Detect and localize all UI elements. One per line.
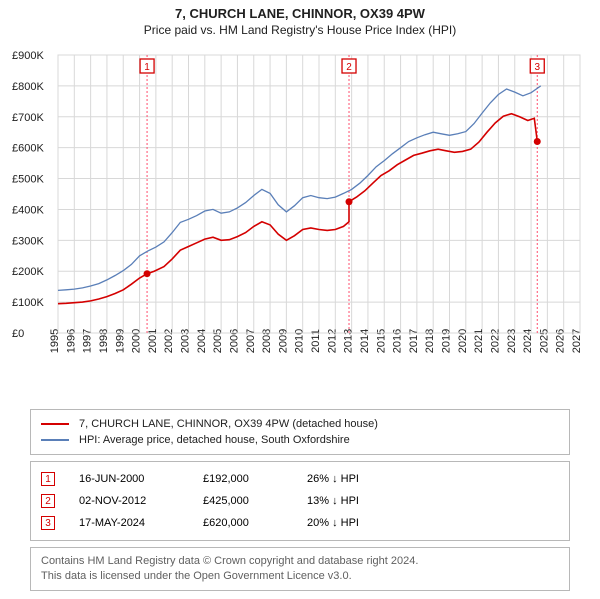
x-tick-label: 2026 xyxy=(555,329,567,353)
transaction-price: £425,000 xyxy=(203,495,283,507)
x-tick-label: 2025 xyxy=(538,329,550,353)
figure-header: 7, CHURCH LANE, CHINNOR, OX39 4PW Price … xyxy=(0,0,600,39)
chart-legend: 7, CHURCH LANE, CHINNOR, OX39 4PW (detac… xyxy=(30,409,570,455)
transaction-marker-num: 3 xyxy=(534,62,540,73)
legend-swatch xyxy=(41,439,69,441)
transaction-hpi: 20% ↓ HPI xyxy=(307,517,397,529)
x-tick-label: 2002 xyxy=(163,329,175,353)
transaction-row-marker: 2 xyxy=(41,494,55,508)
x-tick-label: 2018 xyxy=(424,329,436,353)
x-tick-label: 2008 xyxy=(261,329,273,353)
x-tick-label: 2023 xyxy=(506,329,518,353)
x-tick-label: 2005 xyxy=(212,329,224,353)
chart-area: £0 £100K £200K £300K £400K £500K £600K £700K £80… xyxy=(0,39,600,403)
x-tick-label: 2015 xyxy=(375,329,387,353)
y-tick-label: £100K xyxy=(12,297,44,309)
transaction-dot xyxy=(144,270,151,277)
x-tick-label: 2021 xyxy=(473,329,485,353)
transaction-hpi: 26% ↓ HPI xyxy=(307,473,397,485)
y-tick-label: £500K xyxy=(12,174,44,186)
transaction-hpi: 13% ↓ HPI xyxy=(307,495,397,507)
x-tick-label: 2003 xyxy=(180,329,192,353)
line-chart: £0 £100K £200K £300K £400K £500K £600K £700K £80… xyxy=(10,43,590,403)
x-tick-label: 2016 xyxy=(392,329,404,353)
legend-row: HPI: Average price, detached house, Sout… xyxy=(41,432,559,448)
figure-subtitle: Price paid vs. HM Land Registry's House … xyxy=(0,23,600,37)
transaction-dot xyxy=(346,198,353,205)
copyright-line-1: Contains HM Land Registry data © Crown c… xyxy=(41,554,559,569)
y-tick-label: £800K xyxy=(12,81,44,93)
transaction-row: 1 16-JUN-2000 £192,000 26% ↓ HPI xyxy=(41,468,559,490)
transaction-row: 3 17-MAY-2024 £620,000 20% ↓ HPI xyxy=(41,512,559,534)
transaction-price: £192,000 xyxy=(203,473,283,485)
legend-swatch xyxy=(41,423,69,425)
x-tick-label: 2014 xyxy=(359,329,371,353)
x-tick-label: 2004 xyxy=(196,329,208,353)
x-tick-label: 2001 xyxy=(147,329,159,353)
y-tick-label: £300K xyxy=(12,235,44,247)
y-tick-label: £700K xyxy=(12,112,44,124)
x-tick-label: 2027 xyxy=(571,329,583,353)
transaction-row: 2 02-NOV-2012 £425,000 13% ↓ HPI xyxy=(41,490,559,512)
transaction-date: 02-NOV-2012 xyxy=(79,495,179,507)
x-tick-label: 2019 xyxy=(441,329,453,353)
copyright-line-2: This data is licensed under the Open Gov… xyxy=(41,569,559,584)
y-tick-label: £0 xyxy=(12,328,24,340)
legend-label: HPI: Average price, detached house, Sout… xyxy=(79,434,350,446)
y-tick-label: £200K xyxy=(12,266,44,278)
x-tick-label: 2000 xyxy=(131,329,143,353)
transaction-row-marker: 3 xyxy=(41,516,55,530)
y-tick-label: £900K xyxy=(12,50,44,62)
x-tick-label: 1996 xyxy=(65,329,77,353)
transaction-date: 16-JUN-2000 xyxy=(79,473,179,485)
transaction-price: £620,000 xyxy=(203,517,283,529)
figure-container: 7, CHURCH LANE, CHINNOR, OX39 4PW Price … xyxy=(0,0,600,591)
x-tick-label: 2024 xyxy=(522,329,534,353)
x-tick-label: 2010 xyxy=(294,329,306,353)
legend-row: 7, CHURCH LANE, CHINNOR, OX39 4PW (detac… xyxy=(41,416,559,432)
transaction-row-marker: 1 xyxy=(41,472,55,486)
y-tick-label: £600K xyxy=(12,143,44,155)
x-tick-label: 2022 xyxy=(489,329,501,353)
transaction-marker-num: 2 xyxy=(346,62,352,73)
x-tick-label: 1998 xyxy=(98,329,110,353)
transaction-date: 17-MAY-2024 xyxy=(79,517,179,529)
transaction-marker-num: 1 xyxy=(144,62,150,73)
x-tick-label: 2020 xyxy=(457,329,469,353)
x-tick-label: 2017 xyxy=(408,329,420,353)
x-tick-label: 1997 xyxy=(82,329,94,353)
y-tick-label: £400K xyxy=(12,204,44,216)
x-tick-label: 2006 xyxy=(228,329,240,353)
copyright-notice: Contains HM Land Registry data © Crown c… xyxy=(30,547,570,591)
x-tick-label: 2009 xyxy=(277,329,289,353)
x-tick-label: 2007 xyxy=(245,329,257,353)
legend-label: 7, CHURCH LANE, CHINNOR, OX39 4PW (detac… xyxy=(79,418,378,430)
transaction-table: 1 16-JUN-2000 £192,000 26% ↓ HPI 2 02-NOV-201… xyxy=(30,461,570,541)
transaction-dot xyxy=(534,138,541,145)
figure-title: 7, CHURCH LANE, CHINNOR, OX39 4PW xyxy=(0,6,600,21)
x-tick-label: 2012 xyxy=(326,329,338,353)
x-tick-label: 1999 xyxy=(114,329,126,353)
x-tick-label: 1995 xyxy=(49,329,61,353)
